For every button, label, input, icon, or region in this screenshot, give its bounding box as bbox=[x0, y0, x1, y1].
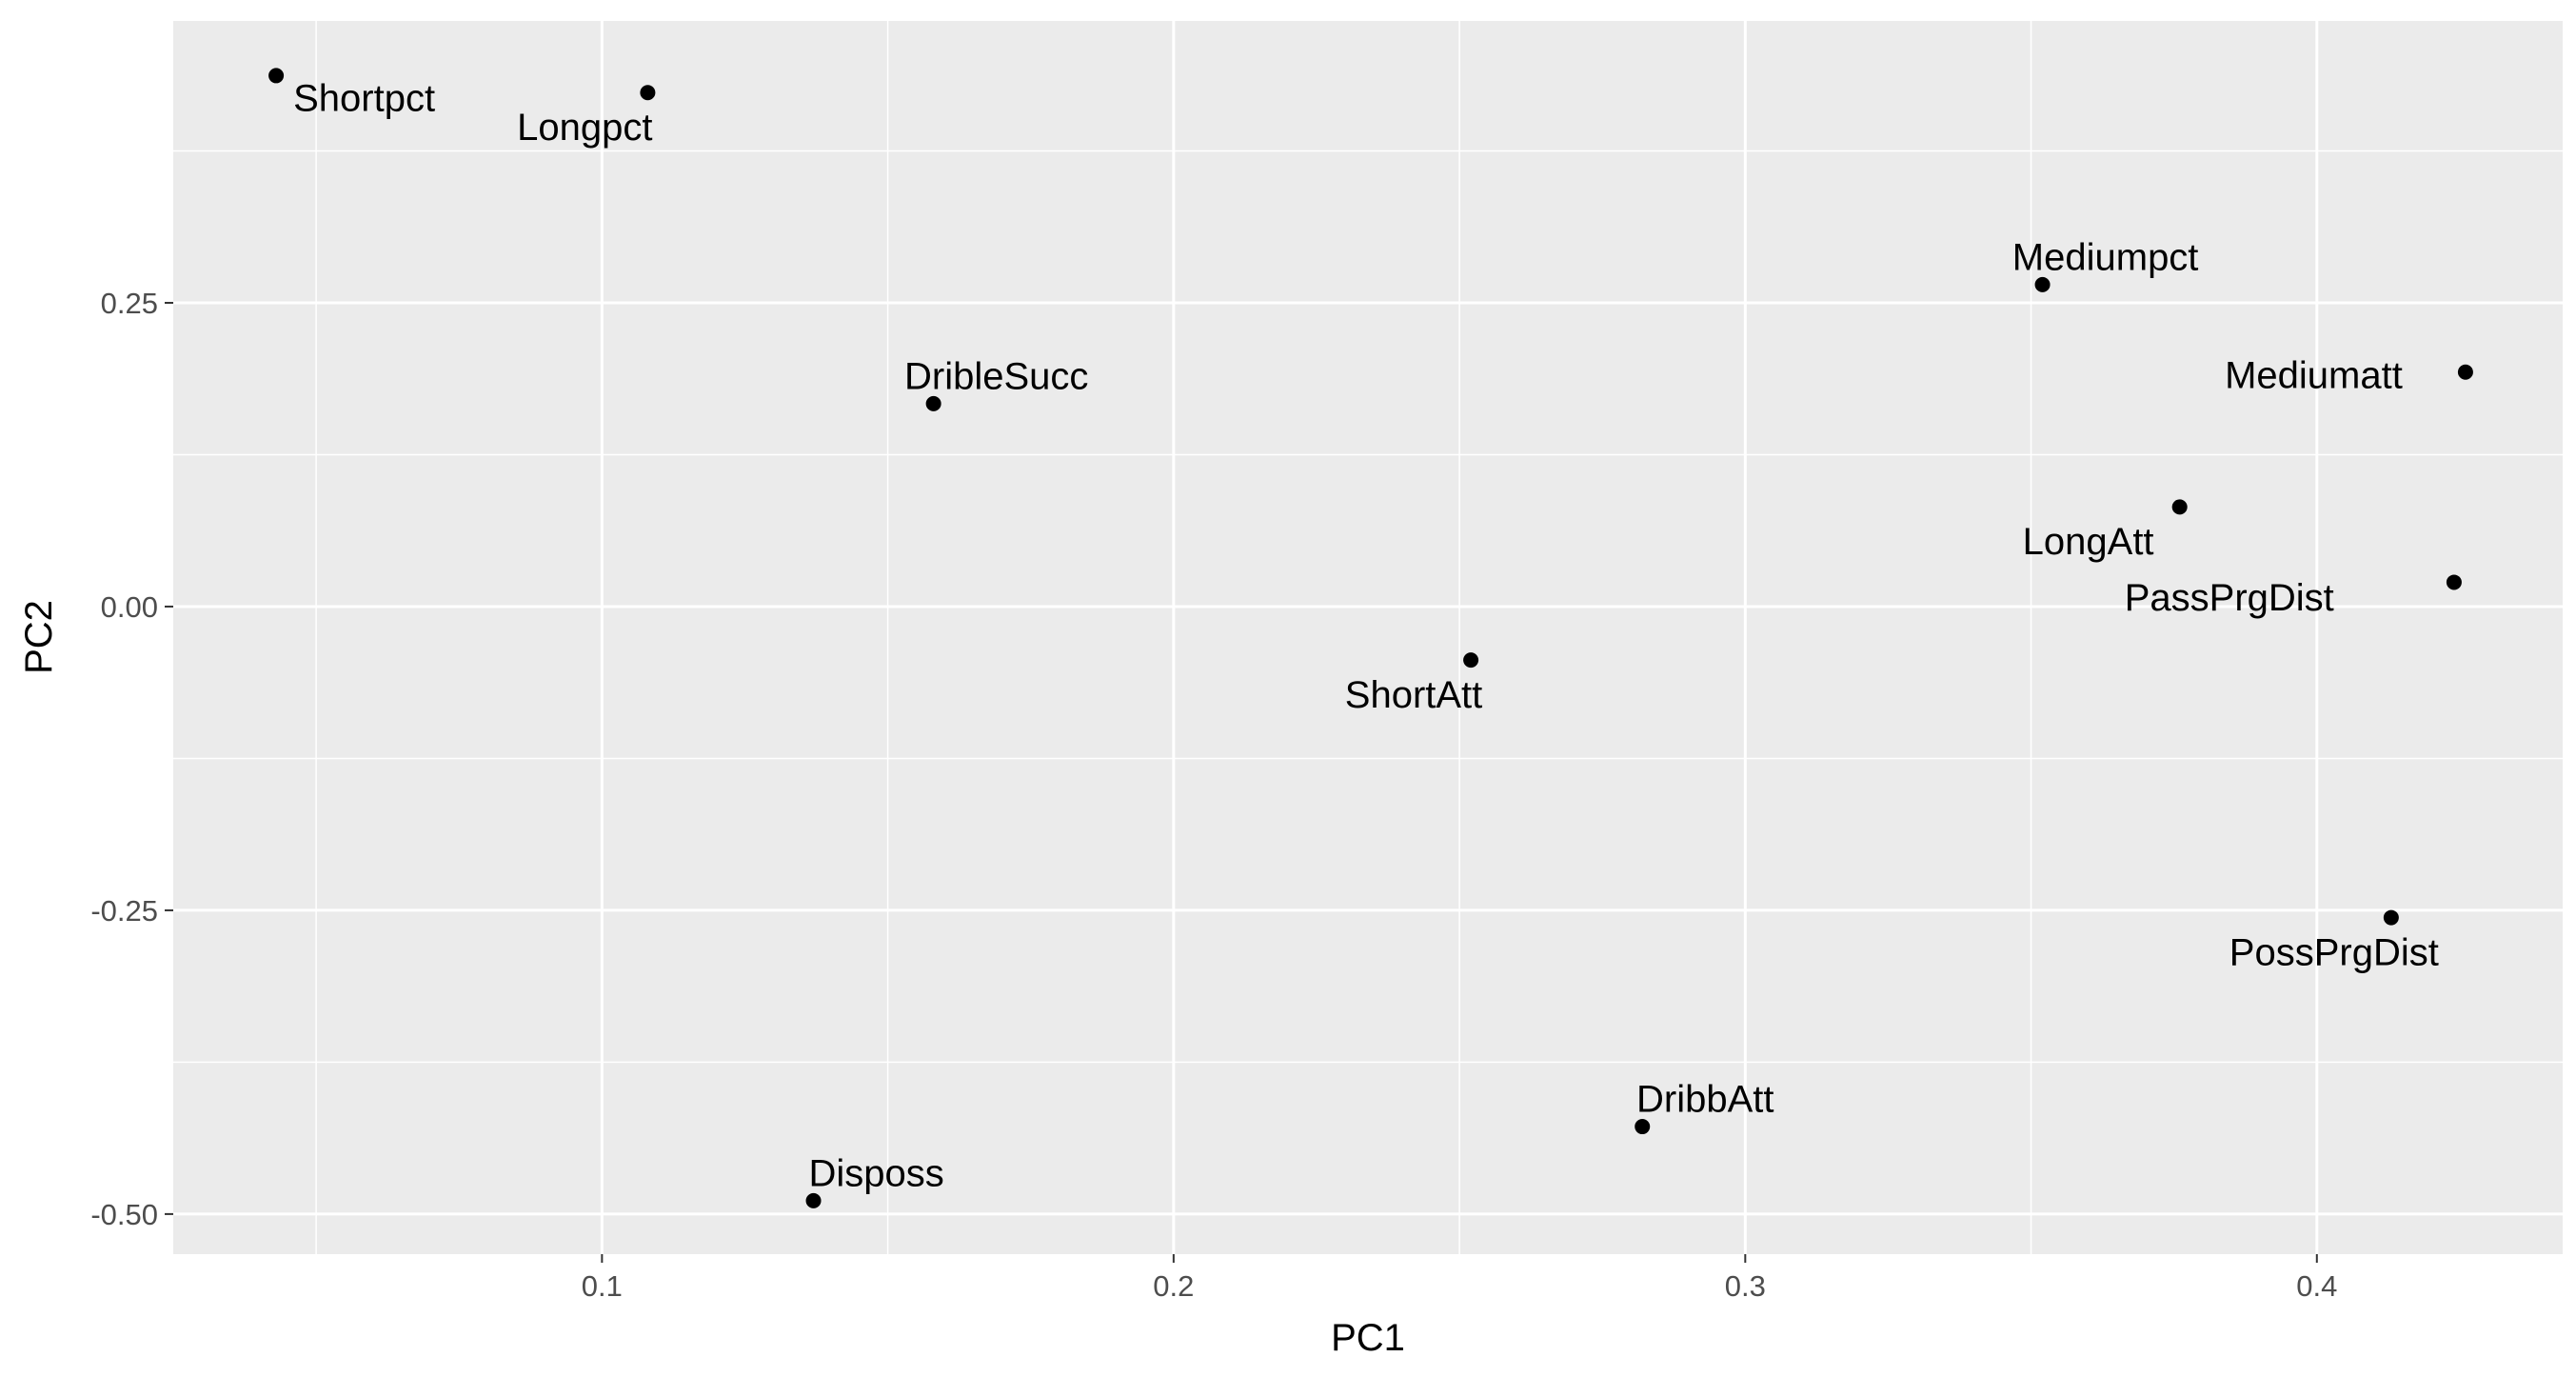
x-tick-label: 0.1 bbox=[582, 1269, 623, 1303]
point-label: DribleSucc bbox=[904, 356, 1088, 398]
point-label: Mediumpct bbox=[2012, 237, 2199, 279]
y-axis: -0.50 -0.25 0.00 0.25 bbox=[90, 287, 173, 1231]
y-tick-label: 0.25 bbox=[101, 287, 158, 320]
data-point bbox=[640, 85, 656, 101]
point-label: Disposs bbox=[808, 1153, 943, 1195]
data-point bbox=[2446, 574, 2462, 590]
y-axis-title: PC2 bbox=[18, 600, 60, 674]
point-label: PossPrgDist bbox=[2229, 931, 2439, 973]
x-tick-label: 0.3 bbox=[1725, 1269, 1766, 1303]
x-tick-label: 0.4 bbox=[2296, 1269, 2337, 1303]
y-tick-label: -0.50 bbox=[90, 1198, 158, 1231]
data-point bbox=[2034, 276, 2051, 292]
data-point bbox=[2383, 909, 2399, 926]
x-axis-title: PC1 bbox=[1331, 1317, 1405, 1359]
point-label: Shortpct bbox=[293, 77, 435, 119]
data-point bbox=[1635, 1119, 1651, 1135]
data-point bbox=[2171, 499, 2188, 515]
data-point bbox=[268, 68, 285, 84]
point-label: Mediumatt bbox=[2225, 354, 2403, 396]
data-point bbox=[805, 1192, 822, 1208]
x-tick-label: 0.2 bbox=[1153, 1269, 1194, 1303]
y-tick-label: 0.00 bbox=[101, 590, 158, 624]
point-label: ShortAtt bbox=[1345, 674, 1483, 716]
point-label: LongAtt bbox=[2023, 521, 2154, 563]
x-axis: 0.1 0.2 0.3 0.4 bbox=[582, 1254, 2337, 1303]
point-label: Longpct bbox=[517, 107, 652, 149]
point-label: DribbAtt bbox=[1636, 1079, 1774, 1121]
data-point bbox=[925, 395, 941, 411]
grid-lines bbox=[173, 21, 2563, 1254]
data-point bbox=[1463, 652, 1479, 669]
data-points bbox=[268, 68, 2473, 1208]
y-tick-label: -0.25 bbox=[90, 894, 158, 928]
plot-panel bbox=[173, 21, 2563, 1254]
data-point bbox=[2457, 364, 2473, 380]
point-label: PassPrgDist bbox=[2125, 577, 2334, 619]
point-labels: Shortpct Longpct Mediumpct DribleSucc Medium… bbox=[293, 77, 2439, 1194]
